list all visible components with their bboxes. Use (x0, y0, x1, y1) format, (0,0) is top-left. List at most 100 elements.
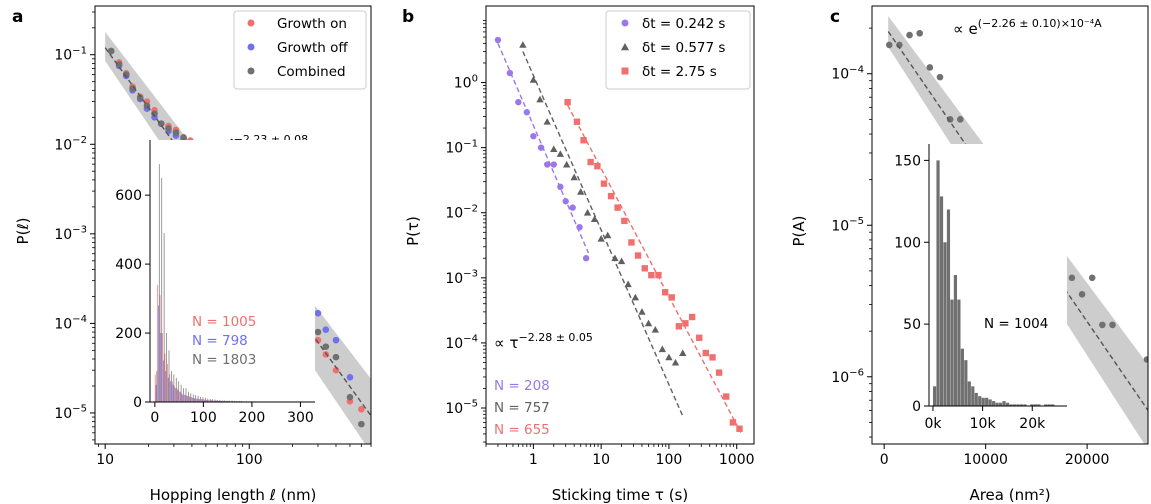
data-point (587, 159, 593, 165)
tick-exponent: −6 (849, 367, 864, 378)
x-tick-label: 20000 (1065, 452, 1110, 468)
legend-marker (248, 44, 255, 51)
tick-base: 10 (445, 336, 463, 352)
inset-y-tick-label: 150 (894, 153, 921, 169)
data-point (703, 350, 709, 356)
x-tick-label: 1 (529, 452, 538, 468)
histogram-bar (182, 393, 183, 402)
inset-count-label: N = 1004 (984, 316, 1048, 332)
data-point (679, 349, 686, 356)
inset-histogram: 0k 10k 20k050100150N = 1004 (894, 144, 1067, 432)
data-point (108, 48, 115, 55)
data-point (618, 258, 625, 265)
tick-exponent: −3 (463, 269, 478, 280)
data-point (580, 137, 586, 143)
y-tick-label: 10−2 (445, 203, 478, 221)
inset-x-tick-label: 200 (239, 410, 266, 426)
tick-base: 10 (54, 406, 72, 422)
legend: Growth onGrowth offCombined (234, 11, 366, 89)
histogram-bar (971, 386, 974, 406)
legend-entry: Growth off (277, 40, 348, 56)
histogram-bar (155, 374, 156, 402)
histogram-bar (196, 399, 197, 402)
data-point (315, 310, 322, 317)
legend: δt = 0.242 sδt = 0.577 sδt = 2.75 s (606, 11, 750, 89)
data-point (709, 354, 715, 360)
histogram-bar (189, 396, 190, 402)
legend-marker (248, 68, 255, 75)
histogram-bar (164, 233, 165, 402)
data-point (530, 133, 536, 139)
data-point (1099, 322, 1106, 329)
y-tick-label: 10−3 (445, 269, 478, 287)
panel-b: 1 10 100 100010−510−410−310−210−1100Stickin… (402, 6, 755, 504)
data-point (730, 419, 736, 425)
histogram-bar (158, 305, 159, 402)
data-point (495, 37, 501, 43)
x-tick-label: 10 (592, 452, 610, 468)
fit-prefix: ∝ τ (494, 334, 519, 352)
tick-exponent: −4 (463, 334, 478, 345)
data-point (538, 144, 544, 150)
histogram-bar (182, 395, 183, 402)
y-tick-label: 100 (454, 73, 478, 91)
histogram-bar (954, 275, 957, 406)
histogram-bar (165, 371, 166, 402)
histogram-bar (985, 398, 988, 406)
tick-exponent: −2 (463, 203, 478, 214)
x-tick-label: 100 (656, 452, 683, 468)
data-point (1079, 291, 1086, 298)
inset-count-label: N = 798 (192, 333, 248, 349)
data-point (723, 393, 729, 399)
data-point (638, 308, 645, 315)
x-axis-label: Area (nm²) (969, 486, 1050, 504)
tick-base: 10 (54, 48, 72, 64)
data-point (569, 204, 575, 210)
data-point (659, 346, 666, 353)
x-tick-label: 0 (880, 452, 889, 468)
tick-base: 10 (831, 67, 849, 83)
inset-x-tick-label: 100 (190, 410, 217, 426)
histogram-bar (205, 398, 206, 402)
data-point (544, 161, 550, 167)
data-point (173, 129, 180, 136)
histogram-bar (191, 397, 192, 402)
data-point (576, 224, 582, 230)
data-point (583, 255, 589, 261)
histogram-bar (171, 371, 172, 402)
data-point (635, 252, 641, 258)
data-point (608, 193, 614, 199)
histogram-bar (197, 399, 198, 402)
histogram-bar (194, 399, 195, 402)
y-tick-label: 10−4 (831, 64, 864, 82)
data-point (662, 289, 668, 295)
inset-x-tick-label: 10k (970, 416, 997, 432)
panel-a: 10 10010−510−410−310−210−1Hopping length … (12, 6, 371, 504)
y-axis-label: P(τ) (404, 216, 422, 246)
data-point (601, 180, 607, 186)
histogram-bar (187, 396, 188, 402)
histogram-bar (207, 399, 208, 402)
histogram-bar (180, 392, 181, 402)
histogram-bar (173, 374, 174, 402)
legend-entry: Growth on (277, 16, 347, 32)
histogram-bar (190, 393, 191, 402)
histogram-bar (168, 378, 169, 402)
tick-exponent: 0 (472, 73, 478, 84)
legend-entry: δt = 0.577 s (642, 40, 725, 56)
plot-area-b (495, 37, 743, 433)
legend-marker (622, 68, 629, 75)
fit-prefix: ∝ e (953, 20, 978, 38)
y-tick-label: 10−2 (54, 135, 87, 153)
data-point (347, 394, 354, 401)
tick-exponent: −4 (849, 64, 864, 75)
inset-y-tick-label: 50 (903, 317, 921, 333)
x-tick-label: 10000 (963, 452, 1008, 468)
data-point (665, 354, 672, 361)
histogram-bar (178, 381, 179, 402)
histogram-bar (162, 333, 163, 402)
data-point (632, 294, 639, 301)
histogram-bar (992, 401, 995, 406)
tick-base: 10 (54, 227, 72, 243)
